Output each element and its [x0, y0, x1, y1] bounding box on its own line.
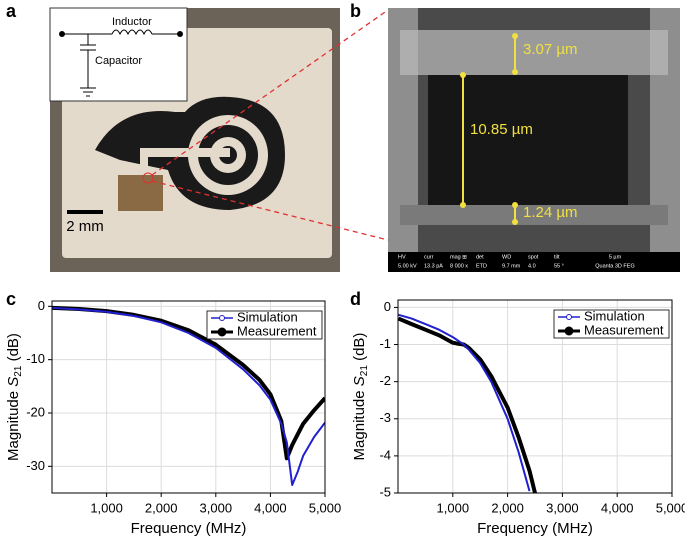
series-line	[398, 313, 531, 492]
info-header: mag ⊞	[450, 254, 467, 260]
y-tick-label: -2	[379, 373, 391, 388]
y-axis-title-part: (dB)	[351, 333, 368, 361]
sem-label: 1.24 µm	[523, 204, 578, 221]
y-axis-title-part: S	[351, 376, 368, 386]
y-axis-title: Magnitude S21 (dB)	[351, 333, 372, 461]
y-axis-title-part: Magnitude	[351, 390, 368, 460]
panel-label: c	[6, 289, 16, 309]
plot	[52, 305, 325, 486]
panel-label: d	[350, 289, 361, 309]
circuit-inset	[49, 7, 188, 102]
series-line	[52, 306, 325, 486]
y-tick-label: 0	[38, 298, 45, 313]
circuit	[62, 29, 180, 97]
legend-marker	[566, 314, 572, 320]
y-tick-label: -30	[26, 458, 45, 473]
sem-label: 10.85 µm	[470, 121, 533, 138]
legend-marker	[564, 326, 574, 336]
x-tick-label: 2,000	[491, 500, 524, 515]
y-axis-title-part: S	[5, 377, 22, 387]
legend-label: Simulation	[584, 308, 645, 323]
info-header: WD	[502, 254, 511, 260]
zoom-marker	[142, 172, 154, 184]
info-header: HV	[398, 254, 406, 260]
info-value: 9.7 mm	[502, 263, 521, 269]
x-tick-label: 5,000	[656, 500, 685, 515]
info-bar	[388, 252, 680, 272]
terminal	[59, 31, 65, 37]
legend-marker	[217, 327, 227, 337]
inset-label: Inductor	[112, 16, 152, 28]
info-value: 55 °	[554, 263, 564, 269]
info-value: 5.00 kV	[398, 263, 417, 269]
chart: 0 -10 -20 -30 1,000 2,000 3,000 4,000 5,000 Frequ…	[5, 298, 341, 537]
panel-label: a	[6, 1, 17, 21]
y-tick-label: -20	[26, 404, 45, 419]
sem-instrument: Quanta 3D FEG	[595, 263, 634, 269]
zoom-lines	[151, 9, 389, 241]
x-tick-label: 5,000	[309, 500, 342, 515]
legend-box	[206, 310, 323, 340]
plot-frame	[51, 300, 326, 494]
y-axis-title-part: 21	[13, 365, 24, 377]
legend-label: Simulation	[237, 309, 298, 324]
y-axis-title-part: 21	[359, 365, 370, 377]
y-axis-title: Magnitude S21 (dB)	[5, 333, 26, 461]
x-tick-label: 4,000	[254, 500, 287, 515]
sem-image: 3.07 µm 10.85 µm 1.24 µm HV 5.00 kV curr 13…	[388, 8, 680, 272]
y-tick-label: -5	[379, 484, 391, 499]
x-tick-label: 4,000	[601, 500, 634, 515]
y-axis-title-part: Magnitude	[5, 391, 22, 461]
x-axis-title: Frequency (MHz)	[477, 520, 593, 537]
y-tick-label: -1	[379, 336, 391, 351]
info-value: 13.3 pA	[424, 263, 443, 269]
device-photo: 2 mm Inductor Capacitor	[49, 7, 340, 272]
scale-bar-label: 2 mm	[66, 218, 104, 235]
legend-label: Measurement	[584, 322, 664, 337]
panel-label: b	[350, 1, 361, 21]
y-tick-label: -3	[379, 410, 391, 425]
plot-frame	[397, 299, 673, 494]
info-value: ETD	[476, 263, 487, 269]
sem-label: 3.07 µm	[523, 41, 578, 58]
bottom-layer	[400, 205, 668, 225]
x-tick-label: 3,000	[200, 500, 233, 515]
info-header: curr	[424, 254, 434, 260]
y-axis-title-part: (dB)	[5, 333, 22, 361]
plot	[398, 313, 537, 493]
legend-marker	[219, 315, 225, 321]
info-header: det	[476, 254, 484, 260]
y-tick-label: 0	[384, 299, 391, 314]
info-text: HV 5.00 kV curr 13.3 pA mag ⊞ 8 000 x det ETD WD…	[398, 254, 564, 269]
chart: 0 -1 -2 -3 -4 -5 1,000 2,000 3,000 4,000 5,000 Freq…	[351, 299, 685, 537]
info-value: 8 000 x	[450, 263, 468, 269]
y-tick-label: -4	[379, 447, 391, 462]
x-tick-label: 2,000	[145, 500, 178, 515]
inset-label: Capacitor	[95, 55, 142, 67]
top-layer	[400, 30, 668, 75]
y-tick-label: -10	[26, 351, 45, 366]
info-value: 4.0	[528, 263, 536, 269]
x-axis-title: Frequency (MHz)	[131, 520, 247, 537]
measure-dots	[460, 33, 518, 225]
legend-box	[553, 309, 670, 339]
terminal	[177, 31, 183, 37]
x-tick-label: 1,000	[90, 500, 123, 515]
info-header: spot	[528, 254, 539, 260]
capacitor-pad	[118, 175, 163, 211]
x-tick-label: 3,000	[546, 500, 579, 515]
trace	[140, 148, 148, 178]
trench	[428, 75, 628, 205]
legend-label: Measurement	[237, 323, 317, 338]
sem-scale: 5 µm	[609, 254, 622, 260]
info-header: tilt	[554, 254, 560, 260]
x-tick-label: 1,000	[437, 500, 470, 515]
